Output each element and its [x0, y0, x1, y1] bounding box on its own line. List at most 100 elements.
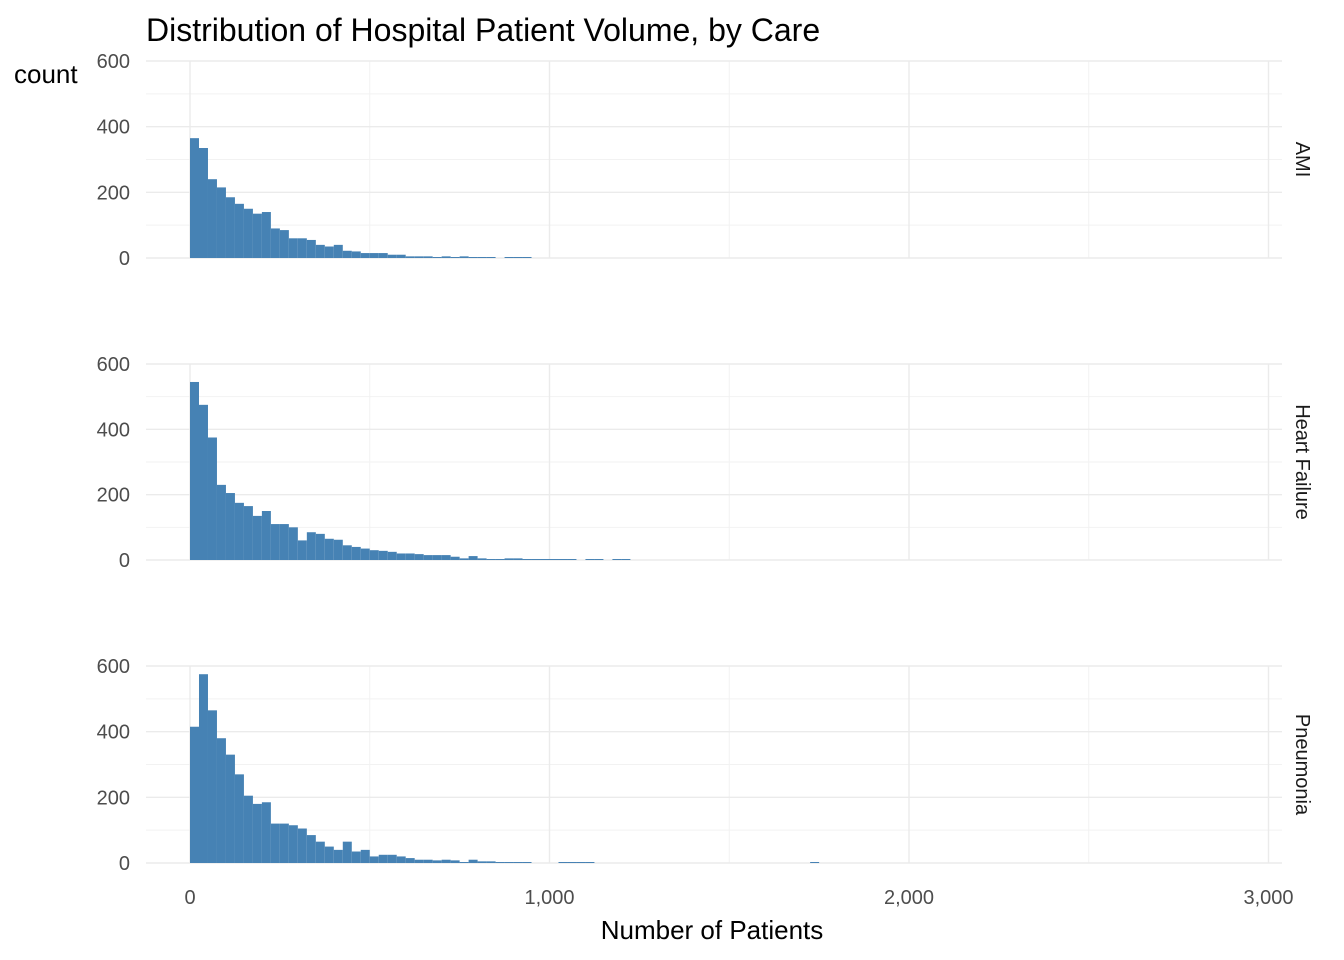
- x-axis: 0 1,000 2,000 3,000: [184, 887, 1293, 909]
- histogram-bar: [450, 860, 460, 863]
- histogram-bar: [333, 849, 343, 863]
- histogram-bar: [423, 555, 433, 560]
- histogram-bar: [279, 524, 289, 560]
- y-tick-label: 0: [119, 550, 130, 572]
- histogram-bar: [252, 515, 262, 560]
- histogram-bar: [342, 250, 352, 258]
- histogram-bar: [567, 559, 577, 560]
- histogram-bar: [567, 862, 577, 863]
- histogram-bar: [243, 795, 253, 863]
- histogram-bar: [378, 854, 388, 863]
- histogram-bar: [477, 558, 487, 560]
- y-tick-label: 600: [97, 656, 130, 678]
- histogram-bar: [315, 244, 325, 258]
- histogram-bar: [351, 546, 361, 560]
- histogram-bar: [225, 493, 235, 560]
- histogram-bar: [576, 862, 586, 863]
- histogram-bar: [549, 559, 559, 560]
- histogram-bar: [558, 559, 568, 560]
- histogram-bar: [558, 862, 568, 863]
- y-tick-label: 0: [119, 248, 130, 270]
- histogram-bar: [612, 559, 622, 560]
- x-tick-label: 0: [184, 887, 195, 909]
- histogram-bar: [468, 257, 478, 258]
- histogram-bar: [297, 540, 307, 560]
- histogram-bar: [288, 825, 298, 863]
- histogram-bar: [513, 862, 523, 863]
- histogram-bar: [243, 208, 253, 258]
- histogram-bar: [396, 254, 406, 258]
- facet-strip-label: Heart Failure: [1291, 404, 1313, 520]
- histogram-bar: [432, 555, 442, 560]
- histogram-bar: [234, 203, 244, 258]
- x-tick-label: 2,000: [884, 887, 934, 909]
- histogram-bar: [405, 553, 415, 560]
- histogram-bar: [396, 856, 406, 863]
- histogram-bar: [513, 558, 523, 560]
- chart-title: Distribution of Hospital Patient Volume,…: [146, 12, 820, 48]
- histogram-bar: [333, 244, 343, 258]
- histogram-bar: [468, 556, 478, 560]
- histogram-bar: [288, 527, 298, 560]
- histogram-bar: [288, 238, 298, 258]
- histogram-bar: [441, 256, 451, 258]
- histogram-bar: [190, 138, 199, 258]
- histogram-bar: [252, 213, 262, 258]
- histogram-bar: [270, 228, 280, 258]
- x-axis-title: Number of Patients: [601, 915, 824, 945]
- histogram-bar: [243, 506, 253, 560]
- histogram-bar: [315, 841, 325, 863]
- histogram-bar: [315, 533, 325, 560]
- histogram-bar: [414, 554, 424, 560]
- histogram-bar: [333, 539, 343, 560]
- histogram-bar: [252, 803, 262, 863]
- histogram-bar: [279, 230, 289, 258]
- histogram-bar: [387, 254, 397, 258]
- histogram-bar: [585, 559, 595, 560]
- histogram-bar: [522, 257, 532, 258]
- histogram-bar: [423, 256, 433, 258]
- histogram-bar: [279, 823, 289, 863]
- y-tick-label: 200: [97, 787, 130, 809]
- y-tick-label: 600: [97, 51, 130, 73]
- y-tick-label: 600: [97, 354, 130, 376]
- histogram-bar: [351, 251, 361, 258]
- histogram-bar: [504, 257, 514, 258]
- histogram-bar: [216, 484, 226, 560]
- histogram-bar: [234, 774, 244, 863]
- histogram-bar: [225, 197, 235, 258]
- histogram-bar: [369, 253, 379, 258]
- histogram-bar: [198, 674, 208, 863]
- histogram-bar: [621, 559, 631, 560]
- histogram-bar: [468, 859, 478, 863]
- x-tick-label: 1,000: [524, 887, 574, 909]
- histogram-bar: [207, 179, 217, 258]
- histogram-bar: [207, 437, 217, 560]
- histogram-bar: [387, 854, 397, 863]
- histogram-bar: [522, 559, 532, 560]
- histogram-bar: [190, 381, 199, 560]
- facet-strip-label: AMI: [1291, 142, 1313, 178]
- histogram-bar: [459, 558, 469, 560]
- y-tick-label: 400: [97, 117, 130, 139]
- histogram-bar: [495, 862, 505, 863]
- histogram-bar: [360, 548, 370, 560]
- y-tick-label: 200: [97, 182, 130, 204]
- y-tick-label: 200: [97, 485, 130, 507]
- histogram-bar: [531, 559, 541, 560]
- y-tick-label: 400: [97, 419, 130, 441]
- facet-panel: 0 200 400 600 AMI: [97, 51, 1313, 270]
- histogram-bar: [342, 545, 352, 560]
- histogram-bar: [207, 710, 217, 863]
- facet-panel: 0 200 400 600 Heart Failure: [97, 354, 1313, 572]
- facet-strip-label: Pneumonia: [1291, 714, 1313, 816]
- histogram-bar: [540, 559, 550, 560]
- histogram-bar: [441, 555, 451, 560]
- histogram-bar: [477, 257, 487, 258]
- histogram-bar: [270, 823, 280, 863]
- histogram-bar: [585, 862, 595, 863]
- histogram-bar: [306, 835, 316, 863]
- histogram-bar: [261, 802, 271, 863]
- histogram-bar: [810, 862, 820, 863]
